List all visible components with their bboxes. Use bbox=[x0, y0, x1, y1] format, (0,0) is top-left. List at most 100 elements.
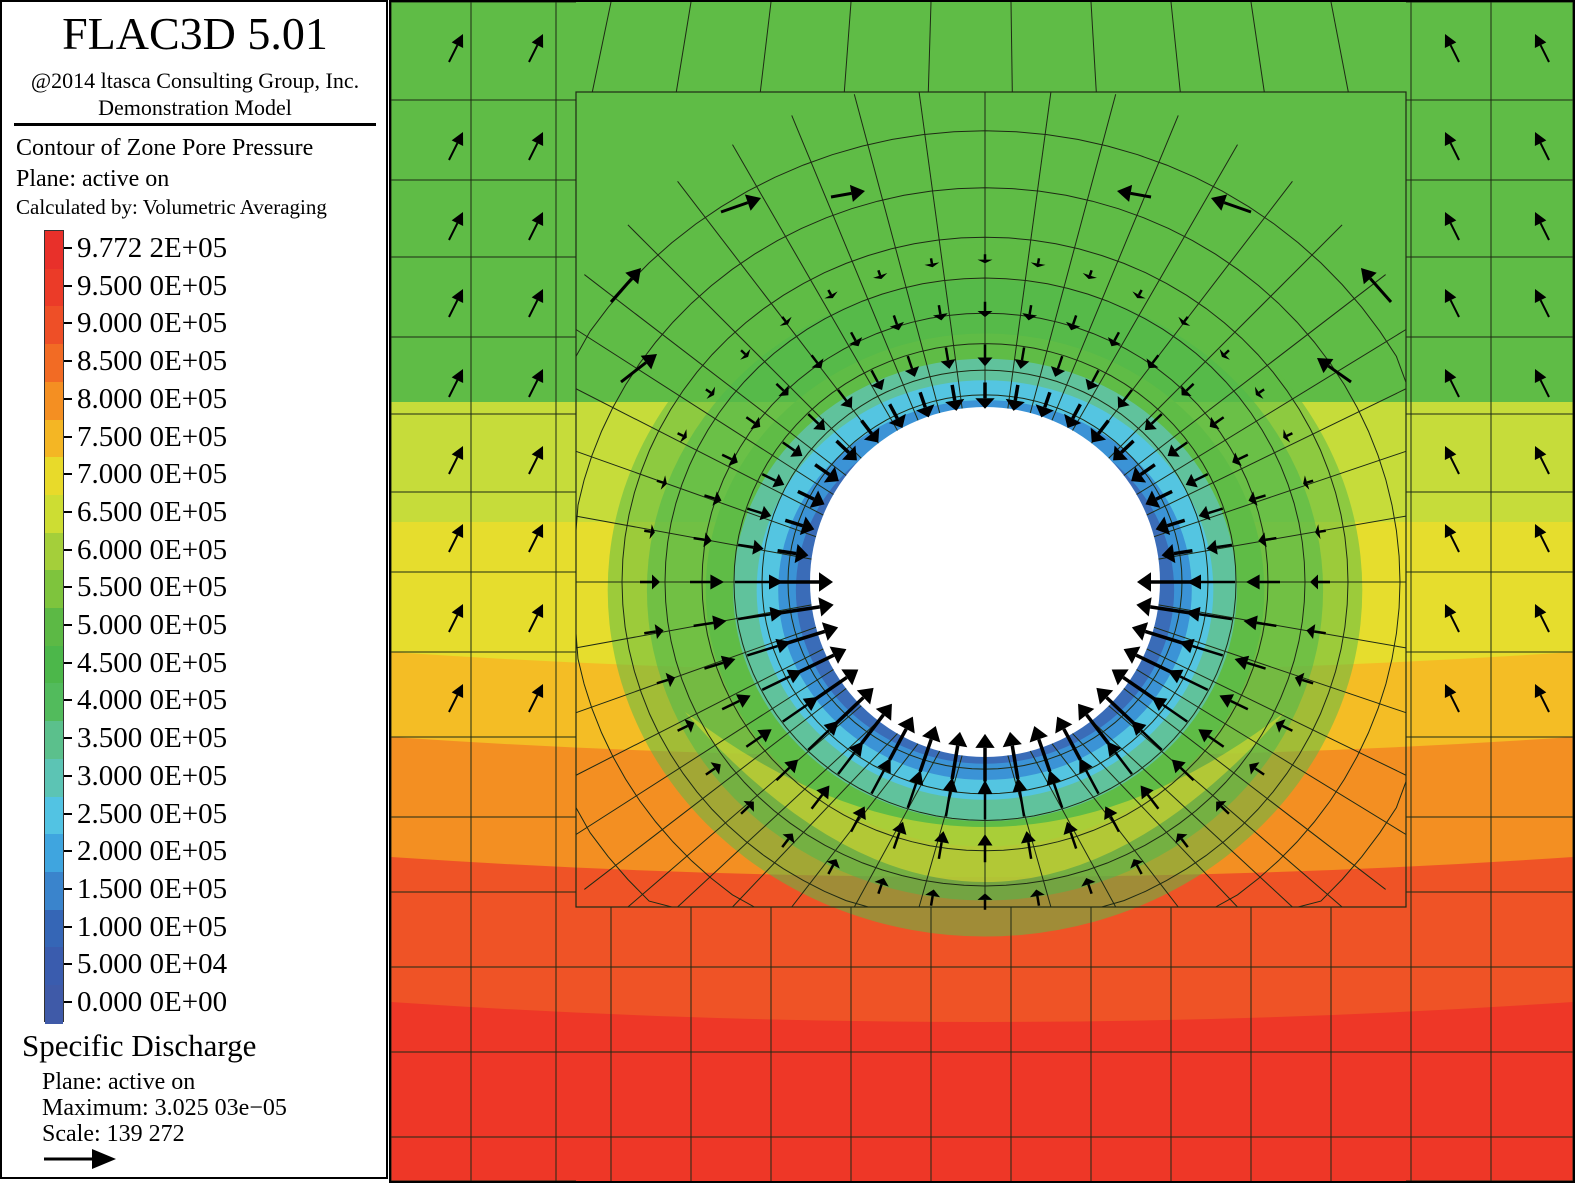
mesh-line bbox=[1146, 388, 1407, 516]
mesh-line bbox=[1153, 626, 1407, 714]
discharge-vector bbox=[977, 254, 993, 264]
discharge-vector bbox=[784, 622, 839, 646]
colorbar-level-label: 4.000 0E+05 bbox=[77, 684, 228, 717]
discharge-vector bbox=[849, 806, 866, 833]
mesh-line bbox=[627, 705, 862, 908]
mesh-line bbox=[675, 2, 692, 93]
discharge-vector bbox=[528, 369, 544, 398]
discharge-vector bbox=[1444, 212, 1460, 241]
discharge-vector bbox=[690, 574, 724, 590]
discharge-vector bbox=[609, 268, 641, 303]
discharge-vector bbox=[1361, 268, 1393, 303]
colorbar-tick bbox=[64, 397, 72, 400]
colorbar-level-label: 3.500 0E+05 bbox=[77, 722, 228, 755]
discharge-vector bbox=[779, 316, 792, 326]
discharge-vector bbox=[797, 489, 825, 508]
discharge-vector bbox=[1534, 289, 1550, 318]
discharge-vector bbox=[1444, 446, 1460, 475]
mesh-line bbox=[1072, 733, 1238, 908]
discharge-vector bbox=[775, 759, 799, 782]
mesh-line bbox=[575, 626, 817, 714]
excavation-opening bbox=[810, 407, 1160, 757]
discharge-vector bbox=[620, 354, 657, 384]
colorbar-level-label: 9.500 0E+05 bbox=[77, 269, 228, 302]
mesh-line bbox=[575, 669, 834, 835]
discharge-vector bbox=[1022, 304, 1038, 321]
discharge-vector bbox=[448, 446, 464, 475]
mesh-line bbox=[1146, 648, 1407, 776]
discharge-vector bbox=[1249, 762, 1265, 776]
discharge-vector bbox=[1534, 604, 1550, 633]
discharge-scale-arrow-icon bbox=[44, 1149, 116, 1169]
discharge-vector bbox=[1082, 269, 1097, 279]
mesh-line bbox=[1108, 224, 1343, 459]
colorbar-level-label: 9.772 2E+05 bbox=[77, 232, 228, 264]
mesh-ring bbox=[664, 277, 1306, 887]
model-name: Demonstration Model bbox=[98, 95, 292, 120]
colorbar-level-label: 6.000 0E+05 bbox=[77, 533, 228, 566]
discharge-vector bbox=[1131, 622, 1186, 646]
discharge-vector bbox=[1131, 720, 1163, 751]
discharge-vector bbox=[644, 624, 664, 639]
discharge-vector bbox=[1079, 757, 1100, 795]
discharge-vector bbox=[745, 729, 772, 748]
discharge-title: Specific Discharge bbox=[22, 1028, 257, 1063]
colorbar-tick bbox=[64, 510, 72, 513]
legend-panel: FLAC3D 5.01 @2014 ltasca Consulting Grou… bbox=[0, 0, 388, 1179]
discharge-scale-text: Scale: 139 272 bbox=[42, 1121, 185, 1147]
mesh-boundary bbox=[575, 91, 1407, 908]
discharge-vector bbox=[1029, 889, 1045, 906]
discharge-vector bbox=[1130, 859, 1144, 875]
colorbar-segment bbox=[45, 494, 63, 534]
mesh-line bbox=[1090, 2, 1097, 93]
discharge-vector bbox=[1198, 729, 1225, 748]
discharge-vector bbox=[1303, 475, 1314, 490]
discharge-vector bbox=[925, 889, 941, 906]
legend-divider bbox=[14, 123, 376, 126]
discharge-vector bbox=[888, 403, 906, 428]
discharge-vector bbox=[1012, 777, 1028, 817]
mesh-line bbox=[1007, 755, 1052, 908]
discharge-vector bbox=[448, 684, 464, 713]
colorbar-level-label: 9.000 0E+05 bbox=[77, 307, 228, 340]
discharge-vector bbox=[1219, 348, 1230, 360]
discharge-vector bbox=[1206, 539, 1233, 555]
discharge-vector bbox=[1248, 491, 1266, 506]
colorbar-segment bbox=[45, 721, 63, 760]
discharge-vector bbox=[1117, 389, 1133, 408]
mesh-ring bbox=[733, 343, 1237, 822]
discharge-vector bbox=[1534, 524, 1550, 553]
mesh-line bbox=[918, 755, 963, 908]
discharge-vector bbox=[837, 389, 853, 408]
discharge-vector bbox=[528, 212, 544, 241]
colorbar-tick bbox=[64, 963, 72, 966]
discharge-vector bbox=[1140, 785, 1160, 810]
colorbar-segment bbox=[45, 683, 63, 723]
discharge-vector bbox=[1002, 731, 1022, 780]
discharge-vector bbox=[1444, 524, 1460, 553]
discharge-vector bbox=[528, 604, 544, 633]
mesh-line bbox=[732, 144, 898, 431]
discharge-vector bbox=[1219, 694, 1249, 711]
colorbar-segment bbox=[45, 645, 63, 685]
discharge-vector bbox=[810, 785, 830, 810]
discharge-vector bbox=[1096, 687, 1135, 725]
discharge-vector bbox=[807, 720, 839, 751]
discharge-vector bbox=[837, 741, 864, 775]
colorbar-level-label: 7.500 0E+05 bbox=[77, 420, 228, 453]
discharge-vector bbox=[1020, 831, 1036, 860]
discharge-vector bbox=[1144, 413, 1163, 431]
discharge-vector bbox=[1136, 597, 1193, 617]
colorbar-level-label: 1.500 0E+05 bbox=[77, 872, 228, 905]
discharge-vector bbox=[807, 413, 826, 431]
mesh-line bbox=[1010, 2, 1013, 93]
colorbar-level-label: 8.000 0E+05 bbox=[77, 382, 228, 415]
discharge-vector bbox=[528, 34, 544, 63]
discharge-vector bbox=[1198, 505, 1224, 521]
mesh-line bbox=[1123, 688, 1386, 890]
discharge-vector bbox=[860, 419, 880, 443]
discharge-vector bbox=[1090, 419, 1110, 443]
discharge-vector bbox=[870, 757, 891, 795]
discharge-vector bbox=[814, 669, 859, 701]
discharge-vector bbox=[824, 289, 838, 299]
